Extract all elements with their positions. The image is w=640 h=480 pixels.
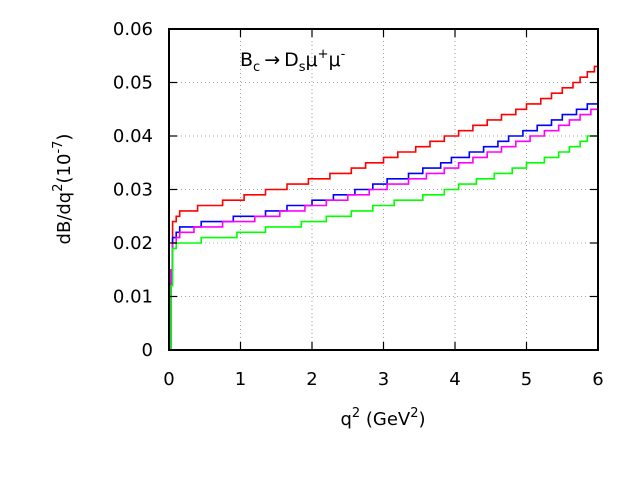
series-layer — [169, 65, 598, 351]
series-line-3 — [169, 108, 598, 351]
tick-label-layer: 0 1 2 3 4 5 6 0 0.01 0.02 0.03 0.04 0.05 0.06 — [113, 19, 604, 390]
x-tick-label: 5 — [521, 369, 532, 390]
y-tick-label: 0.04 — [113, 126, 153, 147]
x-tick-label: 3 — [378, 369, 389, 390]
y-tick-label: 0.05 — [113, 73, 153, 94]
y-tick-label: 0.06 — [113, 19, 153, 40]
y-axis-label: dB/dq2(10-7) — [51, 134, 75, 245]
chart-annotation: Bc → Dsμ+μ- — [240, 47, 346, 75]
x-tick-label: 2 — [306, 369, 317, 390]
series-line-1 — [169, 65, 598, 351]
x-axis-label: q2 (GeV2) — [340, 406, 425, 430]
x-tick-label: 1 — [235, 369, 246, 390]
y-tick-label: 0.02 — [113, 233, 153, 254]
series-line-4 — [169, 135, 598, 351]
x-tick-label: 0 — [163, 369, 174, 390]
x-tick-label: 4 — [449, 369, 460, 390]
y-tick-label: 0 — [142, 340, 153, 361]
y-tick-label: 0.01 — [113, 287, 153, 308]
x-tick-label: 6 — [592, 369, 603, 390]
tick-layer — [168, 28, 599, 351]
y-tick-label: 0.03 — [113, 180, 153, 201]
